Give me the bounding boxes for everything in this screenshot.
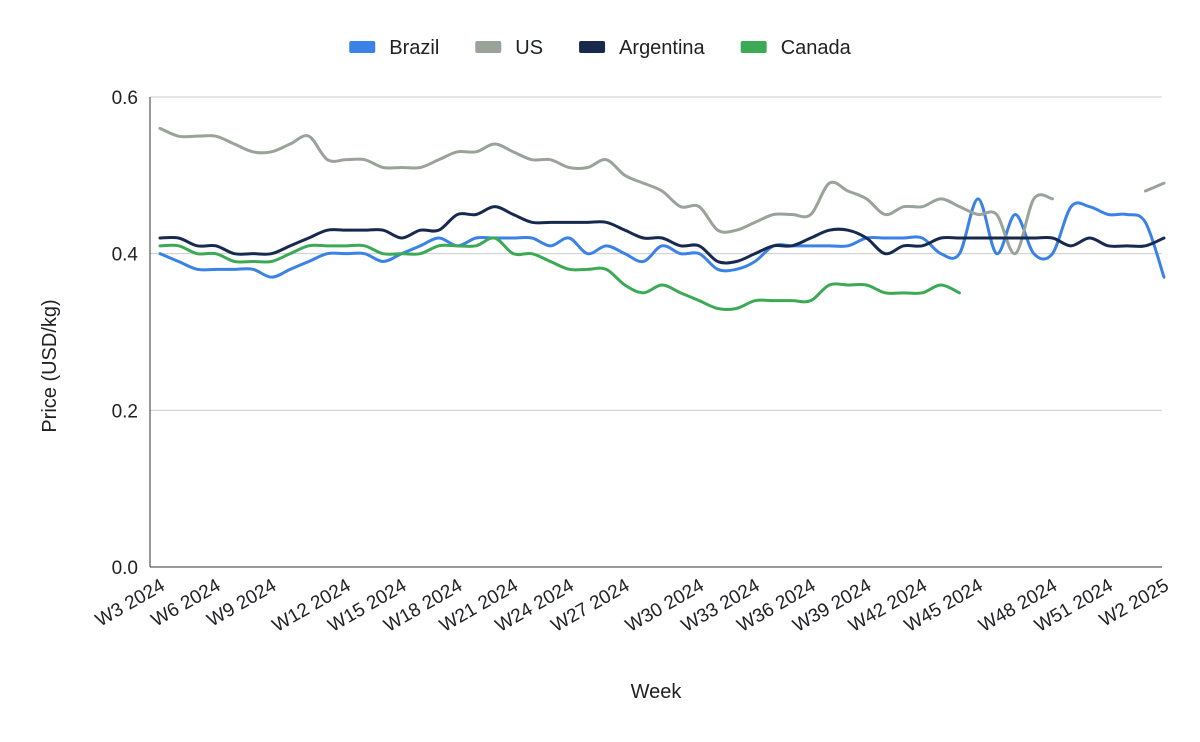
legend-swatch (475, 41, 502, 53)
series-argentina (158, 205, 1166, 265)
x-axis-title: Week (631, 681, 683, 703)
legend-label: Argentina (619, 37, 705, 59)
y-tick-label: 0.4 (112, 245, 139, 266)
series-line (158, 197, 1166, 279)
legend-swatch (349, 41, 376, 53)
y-tick-label: 0.6 (112, 88, 138, 109)
series-line (1143, 181, 1166, 193)
y-tick-label: 0.0 (112, 558, 138, 579)
series-canada (158, 236, 961, 311)
legend-item-canada[interactable]: Canada (740, 37, 852, 59)
y-axis-title: Price (USD/kg) (39, 299, 61, 432)
legend-swatch (579, 41, 606, 53)
y-tick-label: 0.2 (112, 401, 138, 422)
series-line (158, 236, 961, 311)
legend-label: US (515, 37, 543, 59)
series-us (158, 126, 1166, 256)
y-axis-ticks: 0.0 0.2 0.4 0.6 (112, 88, 139, 579)
series-layer (158, 126, 1166, 311)
series-brazil (158, 197, 1166, 279)
legend-item-us[interactable]: US (475, 37, 543, 59)
legend-label: Canada (781, 37, 852, 59)
gridlines (149, 96, 1162, 568)
legend-swatch (740, 41, 767, 53)
legend-item-argentina[interactable]: Argentina (579, 37, 706, 59)
legend-label: Brazil (389, 37, 439, 59)
legend-item-brazil[interactable]: Brazil (349, 37, 439, 59)
series-line (158, 126, 1054, 256)
series-line (158, 205, 1166, 265)
legend: Brazil US Argentina Canada (349, 37, 852, 59)
